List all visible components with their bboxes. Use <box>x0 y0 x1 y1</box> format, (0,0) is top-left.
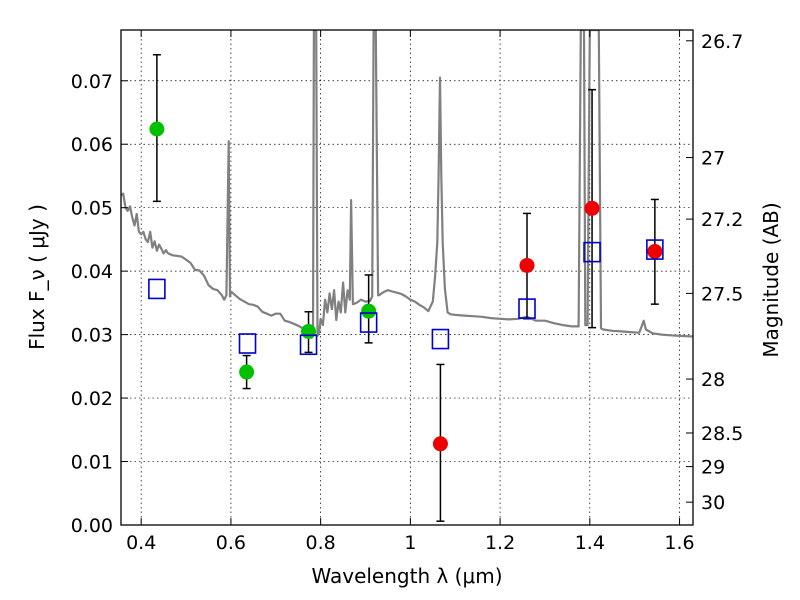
y-tick-label: 0.00 <box>71 515 113 537</box>
data-point <box>584 200 600 216</box>
model-point <box>646 239 664 260</box>
model-point <box>238 333 257 354</box>
right-tick-label: 30 <box>701 492 725 514</box>
x-tick-label: 0.4 <box>126 532 156 554</box>
y-tick-label: 0.03 <box>71 325 113 347</box>
model-point <box>299 334 318 356</box>
data-point <box>432 436 448 452</box>
y-axis-label: Flux F_ν ( μJy ) <box>25 204 49 350</box>
y-tick-label: 0.01 <box>71 452 113 474</box>
right-axis-label: Magnitude (AB) <box>759 202 783 357</box>
model-spectrum <box>121 30 693 339</box>
right-tick-label: 27.2 <box>701 209 743 231</box>
data-point <box>301 323 317 339</box>
x-tick-label: 1 <box>404 532 416 554</box>
tick-labels: 0.4 0.6 0.8 1 1.2 1.4 1.6 0.00 0.01 0.02 0.03 0.04 0… <box>71 31 744 554</box>
model-point <box>518 298 536 319</box>
right-tick-label: 29 <box>701 457 725 479</box>
x-tick-label: 1.6 <box>664 532 694 554</box>
right-tick-label: 26.7 <box>701 31 743 53</box>
right-tick-label: 27.5 <box>701 283 743 305</box>
x-tick-label: 1.4 <box>575 532 605 554</box>
axis-ticks <box>121 30 693 526</box>
plot-frame <box>120 29 694 526</box>
model-point <box>359 312 378 333</box>
data-point <box>519 257 535 273</box>
x-tick-label: 0.6 <box>216 532 246 554</box>
y-tick-label: 0.07 <box>71 71 113 93</box>
y-tick-label: 0.02 <box>71 388 113 410</box>
y-tick-label: 0.04 <box>71 261 113 283</box>
right-tick-label: 28 <box>701 369 725 391</box>
model-point <box>148 278 166 300</box>
data-point <box>149 121 165 137</box>
right-tick-label: 27 <box>701 148 725 170</box>
right-tick-label: 28.5 <box>701 423 743 445</box>
data-point <box>647 243 663 259</box>
photometry-markers <box>148 121 664 452</box>
y-tick-label: 0.06 <box>71 134 113 156</box>
model-point <box>583 241 601 263</box>
data-point <box>239 364 255 380</box>
grid-lines <box>121 30 693 525</box>
spectrum-line <box>121 30 693 339</box>
x-tick-label: 0.8 <box>306 532 336 554</box>
x-axis-label: Wavelength λ (μm) <box>311 564 502 588</box>
y-tick-label: 0.05 <box>71 198 113 220</box>
x-tick-label: 1.2 <box>485 532 515 554</box>
data-point <box>361 303 377 319</box>
error-bars <box>152 54 659 522</box>
model-point <box>431 328 450 350</box>
